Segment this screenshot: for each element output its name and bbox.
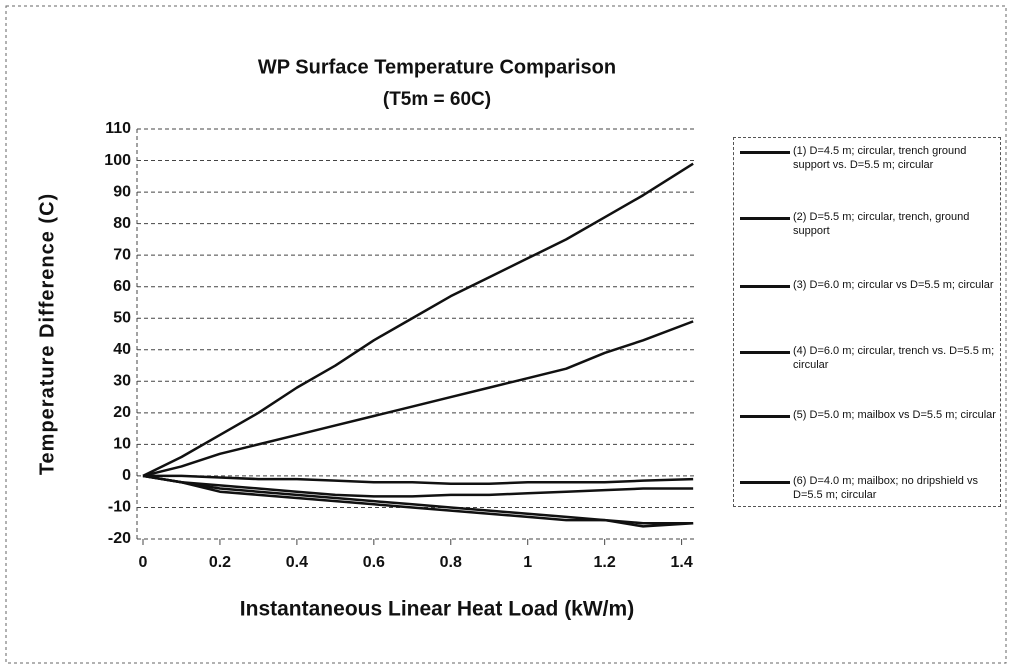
series-line [142,474,694,498]
y-tick-label: 80 [113,215,131,232]
y-tick-label: 20 [113,404,131,421]
legend-label: (3) D=6.0 m; circular vs D=5.5 m; circul… [793,279,994,291]
y-tick-label: 50 [113,309,131,326]
legend-entry: (1) D=4.5 m; circular, trench ground sup… [740,144,998,172]
legend-label: (4) D=6.0 m; circular, trench vs. D=5.5 … [793,345,995,371]
chart-frame [5,5,1007,664]
y-axis-label: Temperature Difference (C) [36,193,58,475]
x-tick-label: 1.4 [670,554,692,571]
y-tick-label: 90 [113,183,131,200]
legend-label: (2) D=5.5 m; circular, trench, ground su… [793,211,970,237]
y-tick-label: -10 [108,499,131,516]
series-line [143,474,694,486]
y-tick-label: 30 [113,373,131,390]
legend-swatch [740,481,790,484]
legend-entry: (5) D=5.0 m; mailbox vs D=5.5 m; circula… [740,408,998,422]
chart-subtitle: (T5m = 60C) [383,89,491,110]
legend-swatch [740,351,790,354]
legend-swatch [740,217,790,220]
legend-label: (1) D=4.5 m; circular, trench ground sup… [793,145,967,171]
y-tick-label: -20 [108,530,131,547]
x-tick-label: 0.2 [209,554,231,571]
legend-label: (6) D=4.0 m; mailbox; no dripshield vs D… [793,475,978,501]
y-tick-label: 10 [113,436,131,453]
x-axis-label: Instantaneous Linear Heat Load (kW/m) [240,598,634,621]
x-tick-label: 0 [139,554,148,571]
x-tick-label: 1.2 [594,554,616,571]
series-line [142,320,694,478]
y-tick-label: 40 [113,341,131,358]
legend-swatch [740,285,790,288]
legend-swatch [740,151,790,154]
legend-label: (5) D=5.0 m; mailbox vs D=5.5 m; circula… [793,409,996,421]
y-tick-label: 100 [104,152,131,169]
y-tick-label: 110 [105,120,131,137]
legend-entry: (3) D=6.0 m; circular vs D=5.5 m; circul… [740,278,998,292]
x-tick-label: 1 [523,554,532,571]
x-tick-label: 0.4 [286,554,308,571]
chart-title: WP Surface Temperature Comparison [258,56,616,78]
legend-entry: (6) D=4.0 m; mailbox; no dripshield vs D… [740,474,998,502]
series-line [142,474,694,528]
series-line [142,162,694,478]
legend-entry: (4) D=6.0 m; circular, trench vs. D=5.5 … [740,344,998,372]
legend: (1) D=4.5 m; circular, trench ground sup… [733,137,1001,507]
x-tick-label: 0.8 [440,554,462,571]
y-tick-label: 60 [113,278,131,295]
y-tick-label: 0 [122,467,131,484]
x-tick-label: 0.6 [363,554,385,571]
legend-entry: (2) D=5.5 m; circular, trench, ground su… [740,210,998,238]
legend-swatch [740,415,790,418]
y-tick-label: 70 [113,246,131,263]
